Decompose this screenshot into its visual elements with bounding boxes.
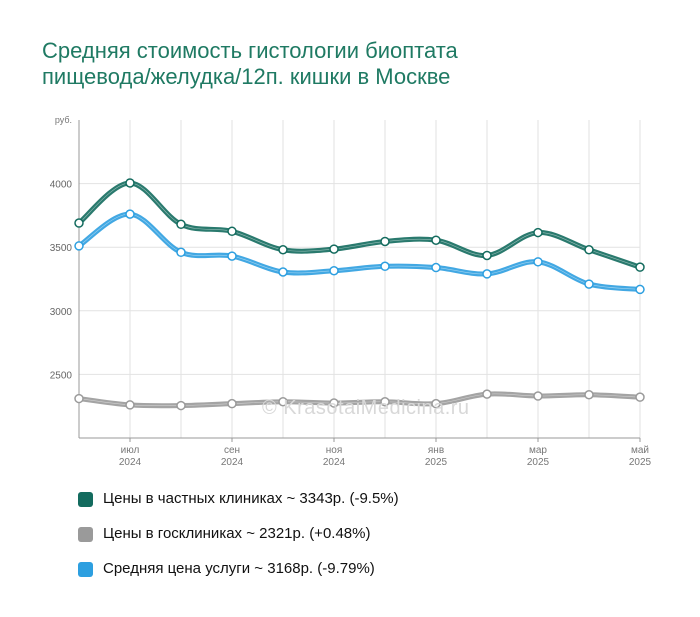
x-tick-label: мар [529, 445, 547, 456]
series-point-1 [227, 398, 237, 409]
series-point-2 [584, 279, 594, 289]
series-point-2 [329, 265, 339, 276]
chart-title-line-2: пищевода/желудка/12п. кишки в Москве [42, 64, 451, 89]
series-point-2 [482, 269, 492, 279]
series-point-0 [176, 219, 186, 230]
series-point-1 [533, 391, 543, 401]
legend-swatch [78, 562, 93, 577]
y-tick-label: 3500 [50, 243, 73, 254]
x-tick-year-label: 2025 [629, 457, 652, 468]
y-tick-label: 3000 [50, 307, 73, 318]
series-point-0 [380, 236, 390, 247]
series-point-0 [635, 262, 645, 272]
series-point-1 [329, 398, 339, 408]
y-tick-label: 4000 [50, 180, 73, 191]
series-point-0 [482, 250, 492, 261]
chart-title: Средняя стоимость гистологии биоптата пи… [42, 38, 662, 90]
series-point-0 [74, 218, 84, 228]
legend-swatch [78, 492, 93, 507]
series-point-0 [227, 226, 237, 237]
legend-item[interactable]: Средняя цена услуги ~ 3168р. (-9.79%) [78, 558, 399, 593]
series-line-0 [76, 180, 643, 270]
x-tick-label: янв [428, 445, 444, 456]
legend-label: Цены в госклиниках ~ 2321р. (+0.48%) [103, 525, 371, 542]
series-point-1 [125, 400, 135, 410]
series-point-2 [380, 261, 390, 272]
series-point-0 [329, 244, 339, 254]
series-point-2 [431, 262, 441, 273]
x-tick-label: ноя [326, 445, 343, 456]
x-tick-label: июл [121, 445, 140, 456]
series-point-1 [278, 396, 288, 407]
series-point-2 [227, 251, 237, 261]
chart-title-line-1: Средняя стоимость гистологии биоптата [42, 38, 458, 63]
series-line-2 [76, 211, 643, 292]
series-point-1 [176, 400, 186, 411]
legend-item[interactable]: Цены в частных клиниках ~ 3343р. (-9.5%) [78, 488, 399, 523]
series-point-1 [380, 396, 390, 407]
series-point-2 [533, 257, 543, 267]
legend-label: Средняя цена услуги ~ 3168р. (-9.79%) [103, 560, 375, 577]
series-point-0 [278, 244, 288, 255]
x-tick-year-label: 2024 [221, 457, 244, 468]
x-tick-year-label: 2025 [425, 457, 448, 468]
series-point-1 [584, 390, 594, 400]
series-point-2 [125, 209, 135, 219]
x-tick-label: сен [224, 445, 240, 456]
series-point-2 [635, 284, 645, 295]
series-point-0 [431, 235, 441, 245]
x-tick-year-label: 2024 [119, 457, 142, 468]
y-axis-label: руб. [55, 115, 72, 125]
series-line-highlight-0 [78, 182, 641, 268]
series-point-2 [278, 267, 288, 277]
y-tick-label: 2500 [50, 370, 73, 381]
series-point-0 [533, 227, 543, 238]
series-point-2 [176, 247, 186, 258]
series-line-highlight-2 [78, 213, 641, 290]
chart-legend: Цены в частных клиниках ~ 3343р. (-9.5%)… [78, 488, 399, 593]
x-tick-year-label: 2025 [527, 457, 550, 468]
series-point-2 [74, 241, 84, 251]
series-point-0 [125, 178, 135, 188]
legend-item[interactable]: Цены в госклиниках ~ 2321р. (+0.48%) [78, 523, 399, 558]
x-tick-year-label: 2024 [323, 457, 346, 468]
series-point-1 [635, 392, 645, 402]
x-tick-label: май [631, 445, 649, 456]
series-point-1 [431, 398, 441, 409]
watermark: © KrasotaiMedicina.ru [262, 397, 470, 419]
series-point-1 [482, 389, 492, 399]
legend-swatch [78, 527, 93, 542]
series-point-1 [74, 393, 84, 404]
series-point-0 [584, 244, 594, 255]
legend-label: Цены в частных клиниках ~ 3343р. (-9.5%) [103, 490, 399, 507]
